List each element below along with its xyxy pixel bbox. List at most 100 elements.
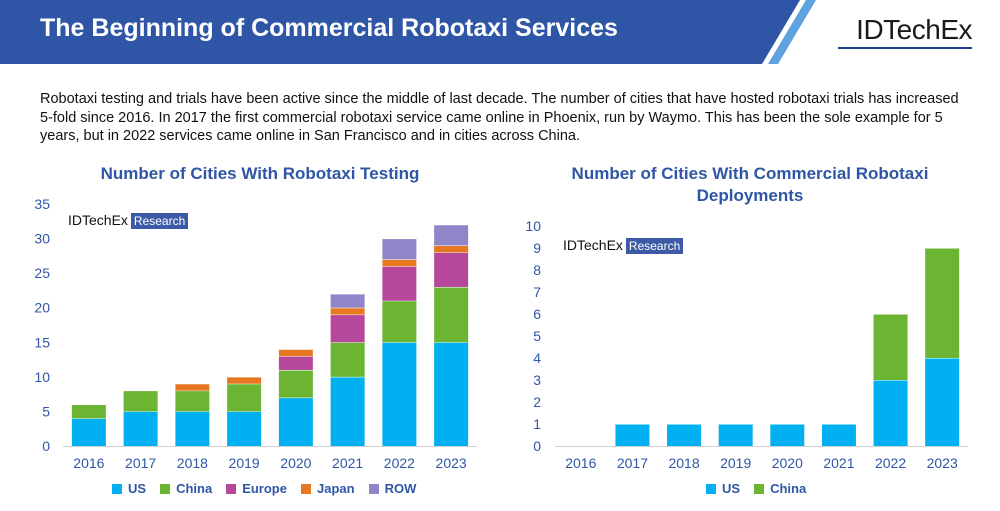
legend-label: China bbox=[176, 481, 213, 496]
bar-china-2022 bbox=[382, 300, 417, 343]
x-tick-label: 2018 bbox=[668, 455, 699, 471]
legend-item-china: China bbox=[160, 481, 212, 496]
y-tick-label: 1 bbox=[533, 416, 541, 432]
legend-item-us: US bbox=[706, 481, 740, 496]
bar-row-2022 bbox=[382, 238, 417, 260]
bar-japan-2022 bbox=[382, 259, 417, 267]
x-tick-label: 2022 bbox=[384, 455, 415, 471]
bar-japan-2018 bbox=[175, 383, 210, 391]
header-banner bbox=[0, 0, 816, 64]
legend-item-us: US bbox=[112, 481, 146, 496]
legend-item-europe: Europe bbox=[226, 481, 287, 496]
bar-europe-2020 bbox=[278, 356, 313, 370]
y-tick-label: 5 bbox=[42, 403, 50, 419]
legend-swatch bbox=[160, 483, 171, 494]
bar-japan-2020 bbox=[278, 349, 313, 357]
y-tick-label: 25 bbox=[34, 265, 50, 281]
watermark-brand: IDTechEx bbox=[563, 237, 623, 253]
bar-us-2018 bbox=[175, 411, 210, 446]
bar-us-2022 bbox=[382, 342, 417, 446]
watermark-brand: IDTechEx bbox=[68, 212, 128, 228]
description-text: Robotaxi testing and trials have been ac… bbox=[40, 91, 959, 144]
legend-label: US bbox=[128, 481, 147, 496]
x-tick-label: 2019 bbox=[720, 455, 751, 471]
page-title: The Beginning of Commercial Robotaxi Ser… bbox=[40, 14, 618, 42]
bar-us-2023 bbox=[434, 342, 469, 446]
bar-us-2018 bbox=[667, 424, 702, 446]
y-tick-label: 0 bbox=[42, 438, 50, 454]
legend-label: US bbox=[722, 481, 741, 496]
bar-china-2023 bbox=[434, 286, 469, 343]
bar-us-2021 bbox=[330, 376, 365, 446]
bar-china-2023 bbox=[925, 248, 960, 358]
x-tick-label: 2016 bbox=[565, 455, 596, 471]
watermark-commercial: IDTechEx Research bbox=[563, 237, 684, 254]
bar-us-2017 bbox=[123, 411, 158, 446]
bar-china-2021 bbox=[330, 342, 365, 377]
legend-swatch bbox=[368, 483, 379, 494]
legend-swatch bbox=[300, 483, 311, 494]
testing-chart: 0 5 10 15 20 25 30 35 2016 2017 2018 2019 2020 2021 20… bbox=[34, 196, 477, 471]
y-tick-label: 10 bbox=[34, 369, 50, 385]
bar-japan-2021 bbox=[330, 307, 365, 315]
x-tick-label: 2023 bbox=[436, 455, 467, 471]
watermark-tag: Research bbox=[130, 213, 189, 229]
watermark-tag: Research bbox=[625, 238, 684, 254]
x-tick-label: 2017 bbox=[125, 455, 156, 471]
bar-us-2020 bbox=[770, 424, 805, 446]
bar-china-2018 bbox=[175, 390, 210, 412]
legend-commercial: US China bbox=[706, 481, 820, 496]
brand-underline bbox=[838, 47, 972, 49]
x-tick-label: 2021 bbox=[823, 455, 854, 471]
watermark-testing: IDTechEx Research bbox=[68, 212, 189, 229]
x-tick-label: 2020 bbox=[772, 455, 803, 471]
x-tick-label: 2021 bbox=[332, 455, 363, 471]
y-tick-label: 20 bbox=[34, 300, 50, 316]
y-tick-label: 8 bbox=[533, 262, 541, 278]
x-tick-label: 2023 bbox=[927, 455, 958, 471]
legend-label: Japan bbox=[316, 481, 355, 496]
y-tick-label: 15 bbox=[34, 334, 50, 350]
y-tick-label: 3 bbox=[533, 372, 541, 388]
y-tick-label: 10 bbox=[525, 218, 541, 234]
x-tick-label: 2018 bbox=[177, 455, 208, 471]
legend-item-china: China bbox=[754, 481, 806, 496]
bar-row-2023 bbox=[434, 224, 469, 246]
brand-logo: IDTechEx bbox=[856, 14, 972, 45]
legend-item-row: ROW bbox=[368, 481, 417, 496]
bar-europe-2022 bbox=[382, 266, 417, 301]
y-tick-label: 6 bbox=[533, 306, 541, 322]
legend-label: ROW bbox=[384, 481, 417, 496]
bar-us-2019 bbox=[718, 424, 753, 446]
x-tick-label: 2016 bbox=[73, 455, 104, 471]
bar-us-2022 bbox=[873, 380, 908, 446]
x-tick-label: 2020 bbox=[280, 455, 311, 471]
legend-label: China bbox=[770, 481, 807, 496]
y-tick-label: 9 bbox=[533, 240, 541, 256]
bar-us-2016 bbox=[71, 418, 106, 446]
bar-us-2017 bbox=[615, 424, 650, 446]
bar-us-2019 bbox=[227, 411, 262, 446]
legend-swatch bbox=[112, 483, 122, 494]
legend-label: Europe bbox=[242, 481, 287, 496]
x-tick-label: 2017 bbox=[617, 455, 648, 471]
chart-title-testing: Number of Cities With Robotaxi Testing bbox=[100, 164, 420, 183]
y-tick-label: 35 bbox=[34, 196, 50, 212]
bar-china-2017 bbox=[123, 390, 158, 412]
bar-japan-2019 bbox=[227, 376, 262, 384]
legend-item-japan: Japan bbox=[300, 481, 355, 496]
bar-china-2016 bbox=[71, 404, 106, 419]
legend-testing: US China Europe Japan ROW bbox=[112, 481, 430, 496]
x-tick-label: 2022 bbox=[875, 455, 906, 471]
bar-europe-2023 bbox=[434, 252, 469, 287]
bar-row-2021 bbox=[330, 293, 365, 308]
legend-swatch bbox=[706, 483, 716, 494]
y-tick-label: 5 bbox=[533, 328, 541, 344]
chart-title-commercial: Number of Cities With Commercial Robotax… bbox=[571, 164, 929, 205]
bar-europe-2021 bbox=[330, 314, 365, 343]
legend-swatch bbox=[754, 483, 765, 494]
bar-us-2021 bbox=[821, 424, 856, 446]
y-tick-label: 0 bbox=[533, 438, 541, 454]
x-tick-label: 2019 bbox=[229, 455, 260, 471]
